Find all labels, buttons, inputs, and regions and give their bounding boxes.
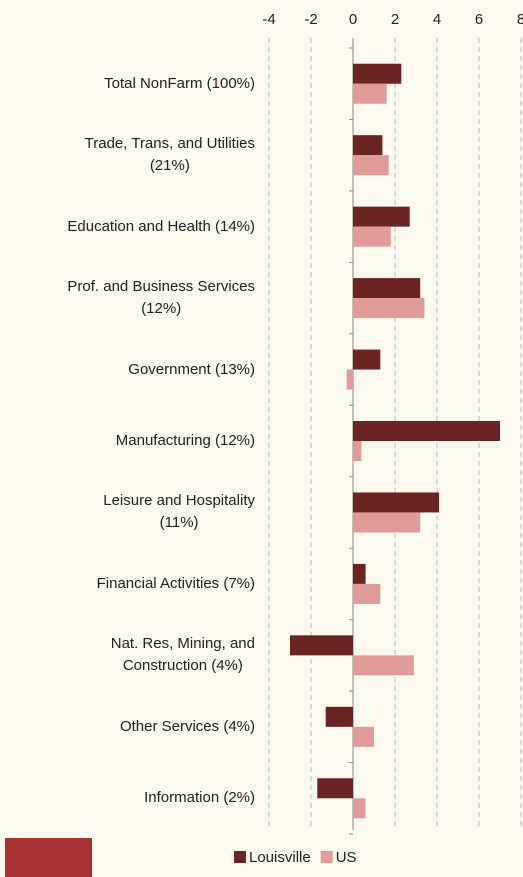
y-tick-label: Information (2%) (144, 789, 255, 807)
y-tick-label-box: Nat. Res, Mining, and Construction (4%) (0, 633, 255, 677)
y-tick-label: Leisure and Hospitality (11%) (103, 492, 255, 532)
y-tick-label: Nat. Res, Mining, and Construction (4%) (110, 635, 255, 675)
legend-label: Louisville (249, 849, 311, 866)
legend-label: US (336, 849, 357, 866)
x-tick-label: -2 (304, 11, 317, 28)
bar (325, 706, 353, 727)
y-tick-label: Financial Activities (7%) (96, 574, 255, 592)
bar (353, 655, 414, 676)
y-tick-label: Trade, Trans, and Utilities (21%) (84, 135, 255, 175)
x-tick-label: 6 (475, 11, 483, 28)
bar (353, 492, 440, 513)
y-tick-label-box: Trade, Trans, and Utilities (21%) (0, 133, 255, 177)
y-tick-label-box: Manufacturing (12%) (0, 430, 255, 452)
bar (353, 298, 425, 319)
bar (346, 369, 353, 390)
bar (353, 563, 366, 584)
x-tick-label: 0 (349, 11, 357, 28)
bar (353, 441, 362, 461)
bar (317, 778, 353, 799)
bar (353, 155, 389, 176)
decoration (5, 838, 92, 877)
bar (290, 635, 353, 656)
legend-swatch (320, 851, 333, 863)
x-tick-label: 2 (391, 11, 399, 28)
x-tick-label: 4 (433, 11, 441, 28)
bar (353, 726, 374, 747)
y-tick-label-box: Other Services (4%) (0, 716, 255, 738)
y-tick-label: Manufacturing (12%) (115, 432, 255, 449)
bar (353, 798, 366, 819)
bar (353, 135, 383, 156)
y-tick-label-box: Leisure and Hospitality (11%) (0, 490, 255, 534)
bar (353, 226, 391, 247)
x-tick-label: -4 (262, 11, 275, 28)
y-tick-label-box: Information (2%) (0, 787, 255, 809)
y-tick-label-box: Education and Health (14%) (0, 216, 255, 238)
y-tick-label: Education and Health (14%) (67, 217, 255, 235)
legend-swatch (234, 851, 246, 863)
y-tick-label: Government (13%) (128, 360, 255, 378)
y-tick-label-box: Prof. and Business Services (12%) (0, 276, 255, 320)
bar (353, 512, 421, 533)
bar (353, 206, 410, 227)
x-tick-label: 8 (517, 11, 523, 28)
bar (353, 583, 381, 604)
y-tick-label-box: Financial Activities (7%) (0, 573, 255, 595)
bar (353, 63, 402, 84)
y-tick-label-box: Government (13%) (0, 359, 255, 381)
bar (353, 278, 421, 299)
y-tick-label: Other Services (4%) (119, 717, 255, 735)
bar (353, 421, 500, 441)
y-tick-label-box: Total NonFarm (100%) (0, 73, 255, 95)
bar (353, 349, 381, 370)
y-tick-label: Total NonFarm (100%) (104, 74, 255, 92)
bar (353, 83, 387, 104)
y-tick-label: Prof. and Business Services (12%) (67, 278, 255, 318)
